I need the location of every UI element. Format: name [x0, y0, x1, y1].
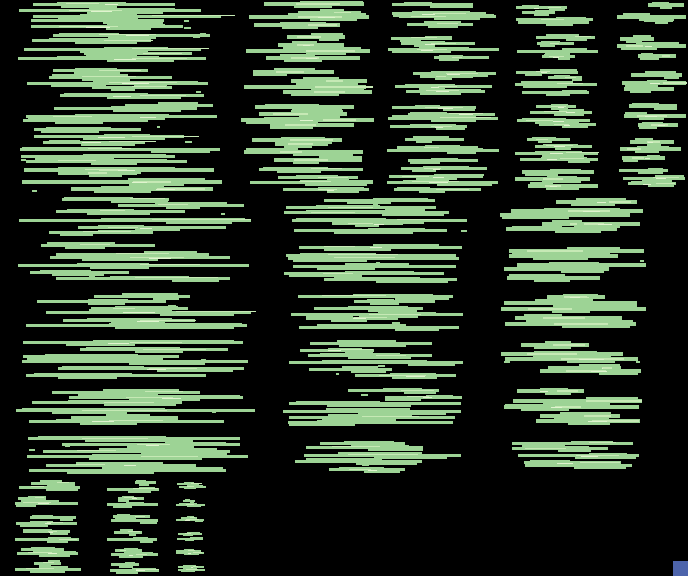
cloud-sprite	[387, 136, 499, 164]
cloud-sprite	[178, 565, 205, 572]
cloud-sprite	[246, 33, 370, 62]
cloud-sprite	[515, 169, 598, 190]
cloud-sprite	[241, 104, 374, 129]
cloud-sprite	[16, 515, 77, 527]
cloud-sprite	[110, 562, 159, 574]
cloud-sprite	[624, 103, 686, 129]
cloud-sprite	[244, 137, 363, 164]
cloud-sprite	[15, 560, 81, 573]
cloud-sprite	[27, 436, 248, 474]
cloud-sprite	[620, 138, 681, 162]
cloud-sprite	[517, 104, 596, 128]
cloud-sprite	[177, 532, 203, 541]
cloud-sprite	[388, 36, 499, 61]
cloud-sprite	[26, 293, 256, 329]
cloud-sprite	[289, 340, 463, 379]
cloud-sprite	[20, 134, 220, 165]
cloud-sprite	[504, 388, 642, 425]
cloud-sprite	[387, 166, 498, 193]
cloud-sprite	[19, 480, 80, 491]
cloud-sprite	[17, 547, 78, 557]
cloud-sprite	[107, 480, 159, 493]
cloud-sprite	[19, 197, 251, 236]
cloud-sprite	[19, 2, 235, 30]
cloud-sprite	[16, 389, 255, 425]
cloud-sprite	[23, 102, 217, 133]
cloud-sprite	[617, 35, 686, 60]
cloud-sprite	[250, 167, 373, 193]
cloud-sprite	[284, 244, 462, 283]
cloud-sprite	[392, 2, 496, 28]
cloud-sprite	[517, 34, 598, 60]
cloud-sprite	[388, 105, 498, 130]
cloud-sprite	[622, 71, 687, 93]
cloud-sprite	[15, 529, 79, 543]
cloud-sprite	[504, 247, 646, 282]
blue-marker-square	[673, 561, 688, 576]
cloud-sprite	[249, 1, 369, 29]
cloud-sprite	[619, 168, 685, 187]
cloud-sprite	[501, 341, 641, 375]
cloud-sprite	[107, 529, 157, 543]
cloud-sprite	[176, 549, 204, 555]
cloud-sprite	[284, 198, 467, 234]
cloud-sprite	[512, 441, 639, 469]
cloud-sprite	[515, 137, 599, 163]
cloud-sprite	[177, 482, 206, 489]
cloud-sprite	[501, 294, 646, 328]
cloud-sprite	[22, 340, 248, 379]
cloud-sprite	[176, 499, 205, 507]
cloud-sprite	[22, 167, 222, 193]
cloud-sprite	[295, 441, 461, 473]
cloud-sprite	[15, 496, 78, 507]
cloud-sprite	[515, 69, 597, 96]
cloud-sprite	[244, 68, 373, 96]
cloud-sprite	[516, 5, 593, 26]
cloud-sprite	[18, 33, 210, 62]
cloud-sprite	[111, 548, 158, 558]
cloud-sprite	[27, 68, 208, 99]
cloud-sprite	[283, 388, 462, 426]
cloud-sprite	[111, 514, 158, 524]
cloud-sprite	[291, 294, 463, 331]
cloud-sprite	[18, 242, 249, 282]
cloud-sprite	[176, 516, 204, 522]
cloud-sprite	[107, 496, 158, 508]
cloud-sprite	[617, 2, 686, 24]
cloud-sprite	[395, 71, 496, 95]
cloud-sprite	[500, 198, 643, 233]
